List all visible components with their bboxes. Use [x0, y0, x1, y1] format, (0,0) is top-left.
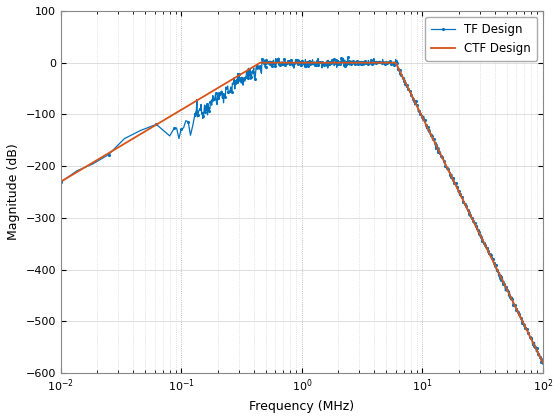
CTF Design [526, 332, 533, 337]
X-axis label: Frequency (MHz): Frequency (MHz) [249, 400, 354, 413]
CTF Design [58, 179, 64, 184]
CTF Design [82, 165, 89, 170]
TF Design [58, 180, 64, 185]
Line: CTF Design: CTF Design [61, 63, 543, 363]
TF Design [535, 349, 542, 354]
TF Design [344, 55, 351, 60]
CTF Design [257, 60, 264, 65]
CTF Design [525, 332, 532, 337]
Line: TF Design: TF Design [59, 55, 544, 365]
CTF Design [539, 360, 546, 365]
CTF Design [292, 60, 299, 65]
CTF Design [279, 60, 286, 65]
TF Design [288, 58, 295, 63]
Legend: TF Design, CTF Design: TF Design, CTF Design [426, 17, 537, 60]
CTF Design [437, 152, 444, 157]
TF Design [357, 61, 364, 66]
TF Design [526, 330, 533, 335]
TF Design [284, 62, 291, 67]
TF Design [539, 360, 546, 365]
Y-axis label: Magnitude (dB): Magnitude (dB) [7, 144, 20, 240]
TF Design [418, 114, 425, 119]
